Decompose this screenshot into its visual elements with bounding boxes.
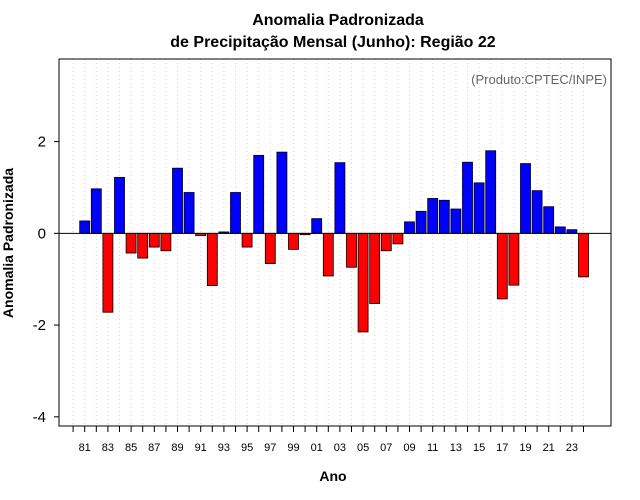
bar-10	[415, 210, 427, 234]
bar-84	[114, 176, 125, 234]
bar-85	[125, 232, 137, 254]
bar-23	[566, 229, 578, 234]
bar-92	[206, 232, 218, 287]
bar-24	[578, 232, 589, 278]
bar-05	[357, 232, 369, 333]
x-tick-label: 99	[287, 442, 299, 454]
x-axis-label: Ano	[319, 468, 346, 484]
x-tick-label: 03	[334, 442, 346, 454]
bar-99	[288, 232, 299, 250]
y-axis: -4 -2 0 2	[33, 134, 59, 426]
bar-21	[543, 206, 555, 234]
bar-86	[137, 232, 149, 259]
y-tick-label: 0	[38, 225, 46, 242]
x-tick-label: 97	[264, 442, 276, 454]
bar-03	[334, 162, 346, 234]
x-tick-label: 91	[195, 442, 207, 454]
bar-87	[148, 232, 160, 248]
x-tick-label: 81	[79, 442, 91, 454]
x-tick-label: 17	[496, 442, 508, 454]
bar-11	[427, 198, 439, 234]
y-axis-label: Anomalia Padronizada	[0, 168, 16, 318]
bar-07	[380, 232, 392, 252]
x-axis: 81 83 85 87 89 91 93 95 97 99 01 03 05 07 09 11 13 15 17 19…	[72, 426, 584, 454]
x-tick-label: 89	[171, 442, 183, 454]
x-tick-label: 23	[566, 442, 578, 454]
bar-98	[276, 151, 288, 234]
bar-88	[160, 232, 172, 252]
bars-group	[79, 150, 589, 333]
bar-01	[311, 218, 323, 234]
bar-02	[322, 232, 334, 277]
x-tick-label: 15	[473, 442, 485, 454]
x-tick-label: 13	[450, 442, 462, 454]
bar-96	[253, 154, 265, 234]
bar-22	[554, 226, 566, 234]
bar-04	[346, 232, 357, 268]
x-tick-label: 11	[427, 442, 438, 454]
bar-94	[230, 192, 241, 234]
bar-16	[485, 150, 497, 234]
bar-15	[473, 182, 485, 234]
y-tick-label: -2	[33, 317, 46, 334]
bar-90	[183, 192, 195, 234]
bar-12	[438, 199, 450, 234]
bar-08	[392, 232, 404, 245]
bar-81	[79, 220, 91, 234]
y-tick-label: 2	[38, 134, 46, 151]
bar-14	[462, 161, 473, 234]
chart-title-line-2: de Precipitação Mensal (Junho): Região 2…	[170, 34, 496, 51]
bar-82	[90, 188, 102, 234]
x-tick-label: 93	[218, 442, 230, 454]
x-tick-label: 19	[519, 442, 531, 454]
chart-title-line-1: Anomalia Padronizada	[252, 12, 424, 29]
x-tick-label: 09	[403, 442, 415, 454]
x-tick-label: 85	[125, 442, 137, 454]
bar-95	[241, 232, 253, 248]
bar-19	[520, 163, 531, 234]
x-tick-label: 95	[241, 442, 253, 454]
x-tick-label: 83	[102, 442, 114, 454]
x-tick-label: 01	[311, 442, 323, 454]
x-tick-label: 07	[380, 442, 392, 454]
y-tick-label: -4	[33, 409, 46, 426]
credit-label: (Produto:CPTEC/INPE)	[471, 72, 607, 87]
bar-06	[369, 232, 381, 304]
bar-89	[172, 167, 183, 234]
bar-09	[404, 221, 415, 234]
plot-area	[58, 58, 612, 427]
bar-13	[450, 208, 462, 234]
x-tick-label: 21	[543, 442, 555, 454]
bar-17	[496, 232, 508, 300]
bar-20	[531, 190, 543, 234]
bar-97	[264, 232, 276, 265]
bar-83	[102, 232, 114, 313]
x-tick-label: 87	[148, 442, 160, 454]
x-tick-label: 05	[357, 442, 369, 454]
bar-18	[508, 232, 520, 286]
